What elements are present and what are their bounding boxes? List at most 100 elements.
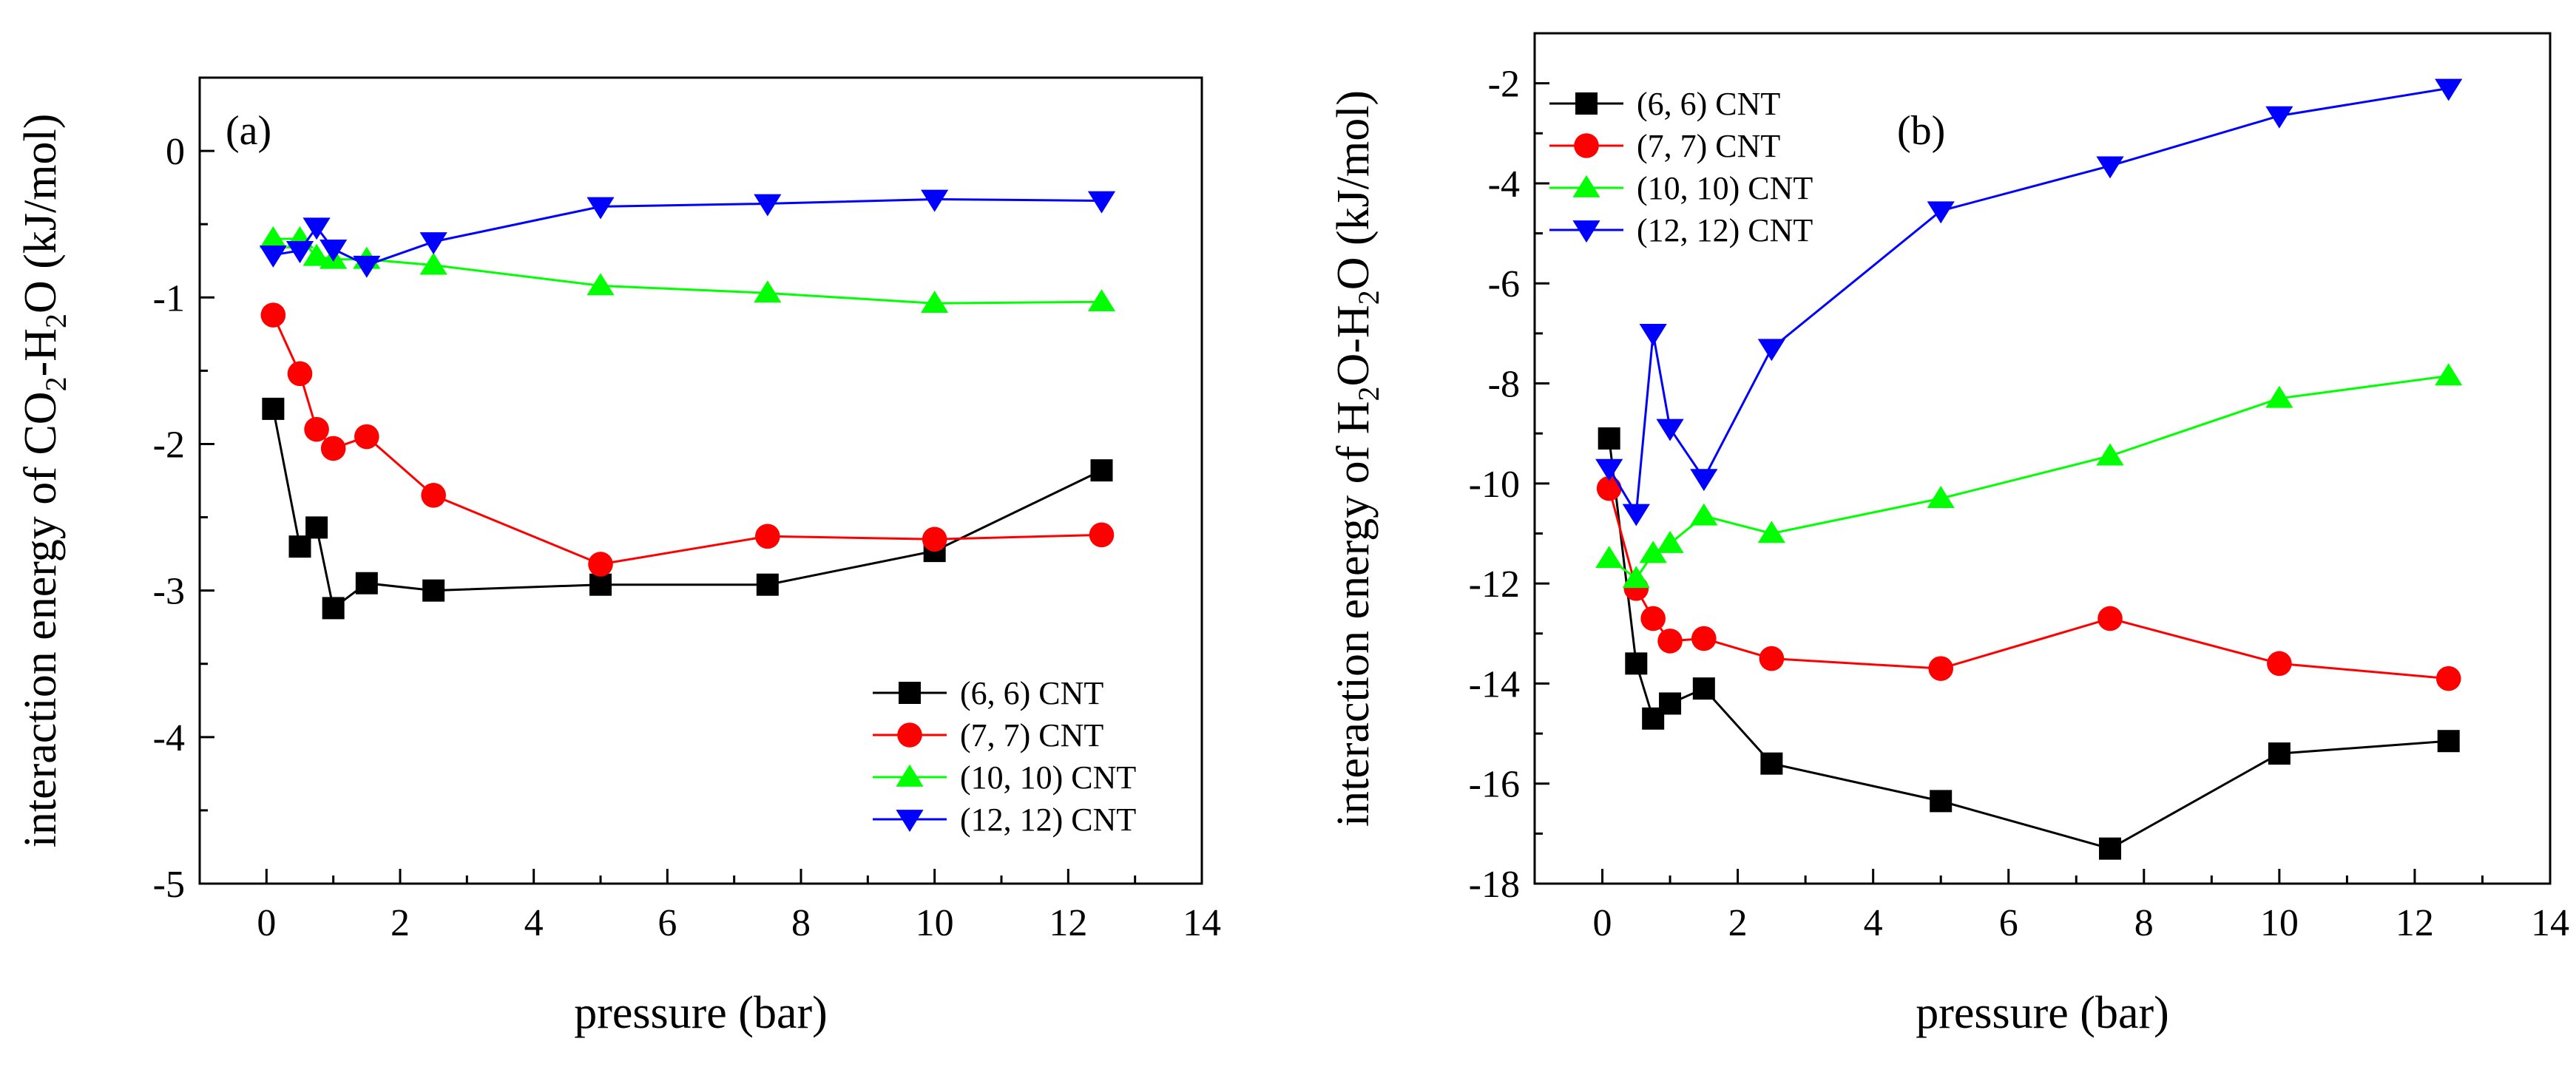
data-point <box>354 424 379 450</box>
legend-marker <box>897 722 922 748</box>
data-point <box>1639 541 1667 563</box>
data-point <box>1691 626 1717 651</box>
y-axis-label-part: interaction energy of H <box>1328 401 1379 827</box>
series-line <box>272 314 1102 566</box>
series-0 <box>1598 427 2460 860</box>
data-point <box>287 361 313 387</box>
data-point <box>2265 385 2293 408</box>
data-point <box>1927 201 1955 224</box>
panel-b-chart: 0 2 4 6 8 10 12 14 -2 -4 -6 -8 -10 -12 -14 -16 -18 pressu… <box>1328 32 2569 1038</box>
data-point <box>1928 656 1953 681</box>
series-line <box>1608 87 2449 518</box>
y-axis-label-part: 2 <box>1352 386 1385 401</box>
data-point <box>755 524 780 549</box>
data-point <box>2435 78 2463 101</box>
y-tick-label: -18 <box>1469 864 1520 906</box>
series-line <box>1608 438 2449 850</box>
data-point <box>421 483 446 508</box>
legend-marker <box>896 810 924 833</box>
data-point <box>1596 475 1622 501</box>
legend: (6, 6) CNT (7, 7) CNT (10, 10) CNT (12, 12)… <box>1549 86 1813 248</box>
data-point <box>1930 790 1953 813</box>
plot-frame <box>198 76 1203 885</box>
data-point <box>419 232 447 255</box>
series-line <box>271 408 1103 611</box>
x-tick-label: 10 <box>916 902 954 944</box>
legend-marker <box>1575 92 1598 115</box>
data-point <box>1656 530 1684 553</box>
y-tick-label: 0 <box>166 131 185 173</box>
y-tick-label: -16 <box>1469 764 1520 806</box>
legend-marker <box>899 682 921 704</box>
data-point <box>419 252 447 275</box>
data-point <box>1622 566 1650 589</box>
data-point <box>2265 106 2293 129</box>
data-point <box>1622 504 1650 526</box>
y-axis-label-part: O-H <box>1328 305 1379 386</box>
data-point <box>1089 522 1115 548</box>
legend: (6, 6) CNT (7, 7) CNT (10, 10) CNT (12, 12)… <box>873 675 1136 838</box>
y-tick-label: -8 <box>1488 364 1520 406</box>
data-point <box>756 573 779 596</box>
series-2 <box>1595 363 2463 589</box>
data-point <box>754 280 782 303</box>
x-tick-label: 12 <box>2396 902 2434 944</box>
data-point <box>754 194 782 217</box>
panel-label: (b) <box>1897 108 1945 154</box>
x-tick-label: 4 <box>1864 902 1883 944</box>
y-axis-label-part: -H <box>16 328 66 376</box>
data-point <box>2096 156 2124 179</box>
x-tick-label: 0 <box>1593 902 1612 944</box>
data-point <box>922 526 947 552</box>
x-tick-label: 10 <box>2260 902 2299 944</box>
x-tick-label: 12 <box>1049 902 1087 944</box>
plot-frame <box>1533 32 2552 885</box>
x-axis: 0 2 4 6 8 10 12 14 <box>257 869 1221 944</box>
data-point <box>1625 652 1648 675</box>
data-point <box>1595 546 1623 569</box>
x-tick-label: 14 <box>2531 902 2569 944</box>
y-tick-label: -4 <box>1488 163 1520 206</box>
y-axis-label-part: 2 <box>39 314 72 328</box>
data-point <box>259 245 287 268</box>
legend-label: (12, 12) CNT <box>1637 212 1813 248</box>
legend-marker <box>1572 175 1600 197</box>
data-point <box>302 243 331 266</box>
y-axis-label: interaction energy of CO2-H2O (kJ/mol) <box>16 114 72 848</box>
series-1 <box>260 302 1115 577</box>
series-line <box>273 197 1102 267</box>
y-tick-label: -3 <box>153 571 185 613</box>
y-axis: -2 -4 -6 -8 -10 -12 -14 -16 -18 <box>1469 64 1549 906</box>
data-point <box>355 572 378 595</box>
data-point <box>586 273 615 296</box>
data-point <box>1090 459 1113 482</box>
y-tick-label: -6 <box>1488 263 1520 305</box>
x-tick-label: 4 <box>524 902 544 944</box>
data-point <box>2268 742 2291 765</box>
y-axis-label-part: O (kJ/mol) <box>16 114 66 314</box>
data-point <box>589 573 612 596</box>
legend-label: (6, 6) CNT <box>1637 86 1780 122</box>
data-point <box>1759 646 1785 671</box>
x-tick-label: 6 <box>1999 902 2018 944</box>
data-point <box>302 217 331 240</box>
data-point <box>1087 289 1116 312</box>
series-1 <box>1596 475 2461 691</box>
data-point <box>588 552 613 577</box>
data-point <box>305 516 328 539</box>
data-point <box>422 579 445 602</box>
y-axis-label-part: 2 <box>1352 290 1385 305</box>
series-3 <box>259 189 1116 278</box>
y-axis-label-part: 2 <box>39 376 72 391</box>
data-point <box>262 397 285 420</box>
x-axis: 0 2 4 6 8 10 12 14 <box>1593 869 2569 944</box>
data-point <box>1690 503 1718 526</box>
data-point <box>1690 469 1718 492</box>
data-point <box>921 189 949 212</box>
data-point <box>2097 606 2123 631</box>
x-tick-label: 6 <box>657 902 677 944</box>
x-tick-label: 2 <box>391 902 410 944</box>
y-tick-label: -2 <box>153 424 185 466</box>
y-tick-label: -12 <box>1469 563 1520 606</box>
x-tick-label: 14 <box>1183 902 1221 944</box>
